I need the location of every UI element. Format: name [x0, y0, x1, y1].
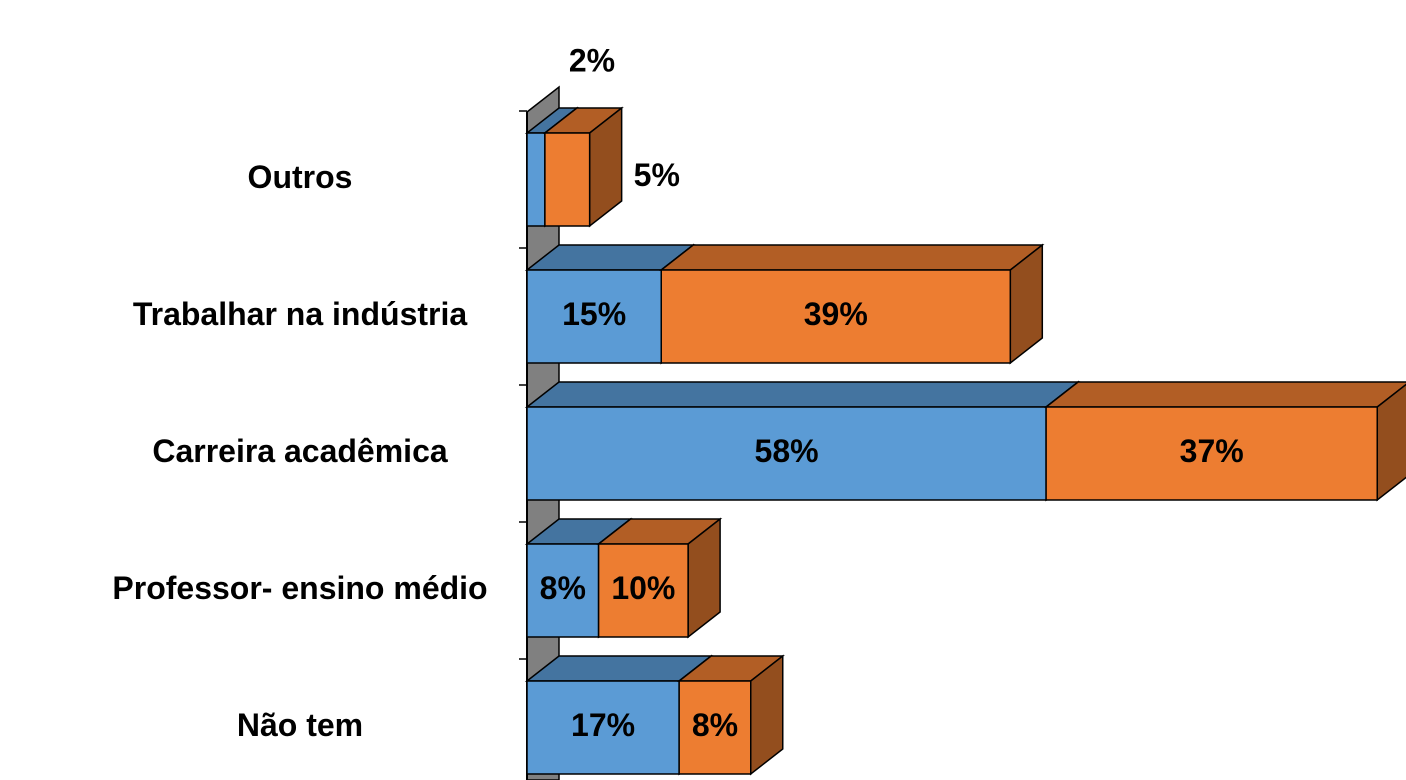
category-label: Não tem — [237, 707, 363, 743]
bar-front — [597, 543, 689, 638]
bar-top — [1043, 381, 1406, 408]
bar-front — [660, 269, 1012, 364]
value-label: 39% — [804, 296, 868, 332]
bar-segment — [542, 106, 624, 228]
bar-top — [524, 381, 1081, 408]
value-label: 5% — [634, 157, 680, 193]
bar-segment — [1043, 381, 1406, 502]
category-label: Professor- ensino médio — [112, 570, 487, 606]
category-label: Carreira acadêmica — [152, 433, 448, 469]
bar-front — [526, 132, 546, 227]
value-label: 2% — [569, 42, 615, 78]
value-label: 37% — [1180, 433, 1244, 469]
value-label: 8% — [540, 570, 586, 606]
bar-segment — [659, 243, 1045, 365]
bar-front — [1045, 406, 1378, 501]
value-label: 10% — [611, 570, 675, 606]
category-label: Trabalhar na indústria — [133, 296, 468, 332]
value-label: 17% — [571, 707, 635, 743]
value-label: 58% — [755, 433, 819, 469]
bar-top — [659, 244, 1045, 271]
bar-segment — [676, 654, 785, 776]
category-label: Outros — [248, 159, 353, 195]
bar-front — [678, 680, 752, 775]
bar-segment — [596, 517, 723, 639]
value-label: 8% — [692, 707, 738, 743]
bar-front — [544, 132, 591, 227]
value-label: 15% — [562, 296, 626, 332]
